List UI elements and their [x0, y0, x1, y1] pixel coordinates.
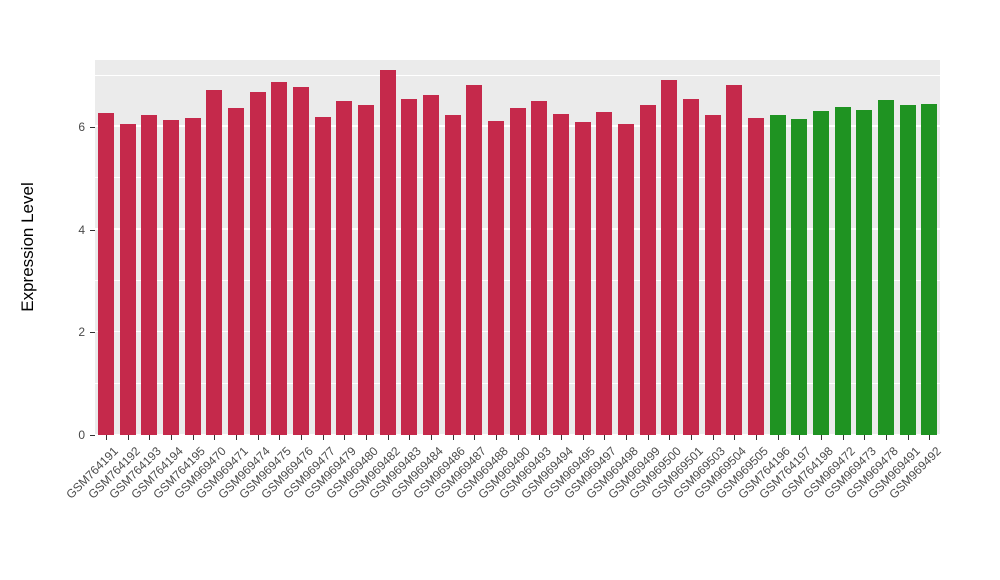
x-tick-mark: [127, 435, 129, 440]
x-tick-mark: [777, 435, 779, 440]
x-tick-mark: [625, 435, 627, 440]
bar: [661, 79, 678, 435]
bar: [292, 87, 309, 435]
bar: [531, 101, 548, 435]
bar: [271, 82, 288, 435]
x-tick-mark: [820, 435, 822, 440]
bar: [834, 107, 851, 435]
x-tick-mark: [235, 435, 237, 440]
bar: [466, 84, 483, 435]
bar: [726, 84, 743, 435]
y-tick-label: 6: [78, 119, 85, 134]
x-tick-mark: [170, 435, 172, 440]
x-tick-mark: [755, 435, 757, 440]
y-tick-mark: [90, 126, 95, 128]
y-tick-label: 0: [78, 428, 85, 442]
x-tick-mark: [322, 435, 324, 440]
x-tick-mark: [452, 435, 454, 440]
bar: [422, 94, 439, 435]
x-tick-mark: [842, 435, 844, 440]
y-tick-mark: [90, 229, 95, 231]
x-tick-mark: [647, 435, 649, 440]
y-tick-label: 2: [78, 325, 85, 340]
x-tick-mark: [734, 435, 736, 440]
bar: [141, 115, 158, 435]
bar: [401, 98, 418, 435]
x-tick-mark: [409, 435, 411, 440]
x-tick-mark: [214, 435, 216, 440]
x-tick-mark: [430, 435, 432, 440]
bar: [119, 124, 136, 435]
bar: [877, 99, 894, 435]
x-tick-mark: [560, 435, 562, 440]
x-tick-mark: [864, 435, 866, 440]
bar: [336, 101, 353, 435]
y-tick-label: 4: [78, 222, 85, 237]
x-tick-mark: [690, 435, 692, 440]
x-tick-mark: [474, 435, 476, 440]
x-tick-mark: [929, 435, 931, 440]
bar: [704, 114, 721, 435]
bar: [444, 114, 461, 435]
y-tick-mark: [90, 435, 95, 436]
bar: [249, 92, 266, 435]
bar: [682, 98, 699, 435]
bar: [379, 70, 396, 435]
x-tick-mark: [387, 435, 389, 440]
x-tick-mark: [495, 435, 497, 440]
x-tick-mark: [669, 435, 671, 440]
bar: [206, 89, 223, 435]
x-tick-mark: [344, 435, 346, 440]
y-tick-mark: [90, 332, 95, 334]
bar: [856, 109, 873, 435]
x-tick-mark: [907, 435, 909, 440]
bar: [769, 115, 786, 435]
x-tick-mark: [300, 435, 302, 440]
x-tick-mark: [149, 435, 151, 440]
x-tick-mark: [885, 435, 887, 440]
x-tick-mark: [192, 435, 194, 440]
x-tick-mark: [582, 435, 584, 440]
bar: [162, 120, 179, 435]
x-tick-mark: [279, 435, 281, 440]
y-axis-title: Expression Level: [18, 182, 37, 312]
x-tick-mark: [257, 435, 259, 440]
bar: [899, 105, 916, 435]
bar: [791, 119, 808, 435]
bar: [921, 103, 938, 435]
bar: [574, 121, 591, 435]
x-tick-mark: [365, 435, 367, 440]
x-tick-mark: [604, 435, 606, 440]
x-tick-mark: [105, 435, 107, 440]
bar: [596, 112, 613, 435]
bar: [487, 120, 504, 435]
x-tick-mark: [517, 435, 519, 440]
bar: [314, 116, 331, 435]
plot-panel: [95, 60, 940, 435]
bar: [184, 117, 201, 435]
x-tick-mark: [799, 435, 801, 440]
bar: [617, 124, 634, 435]
bar: [812, 111, 829, 435]
y-gridline-minor: [95, 74, 940, 76]
bar: [357, 105, 374, 435]
bar: [97, 112, 114, 435]
bar: [639, 104, 656, 435]
x-tick-mark: [539, 435, 541, 440]
bar: [552, 113, 569, 435]
x-tick-mark: [712, 435, 714, 440]
bar: [227, 107, 244, 435]
bar: [509, 107, 526, 435]
bar: [747, 117, 764, 435]
